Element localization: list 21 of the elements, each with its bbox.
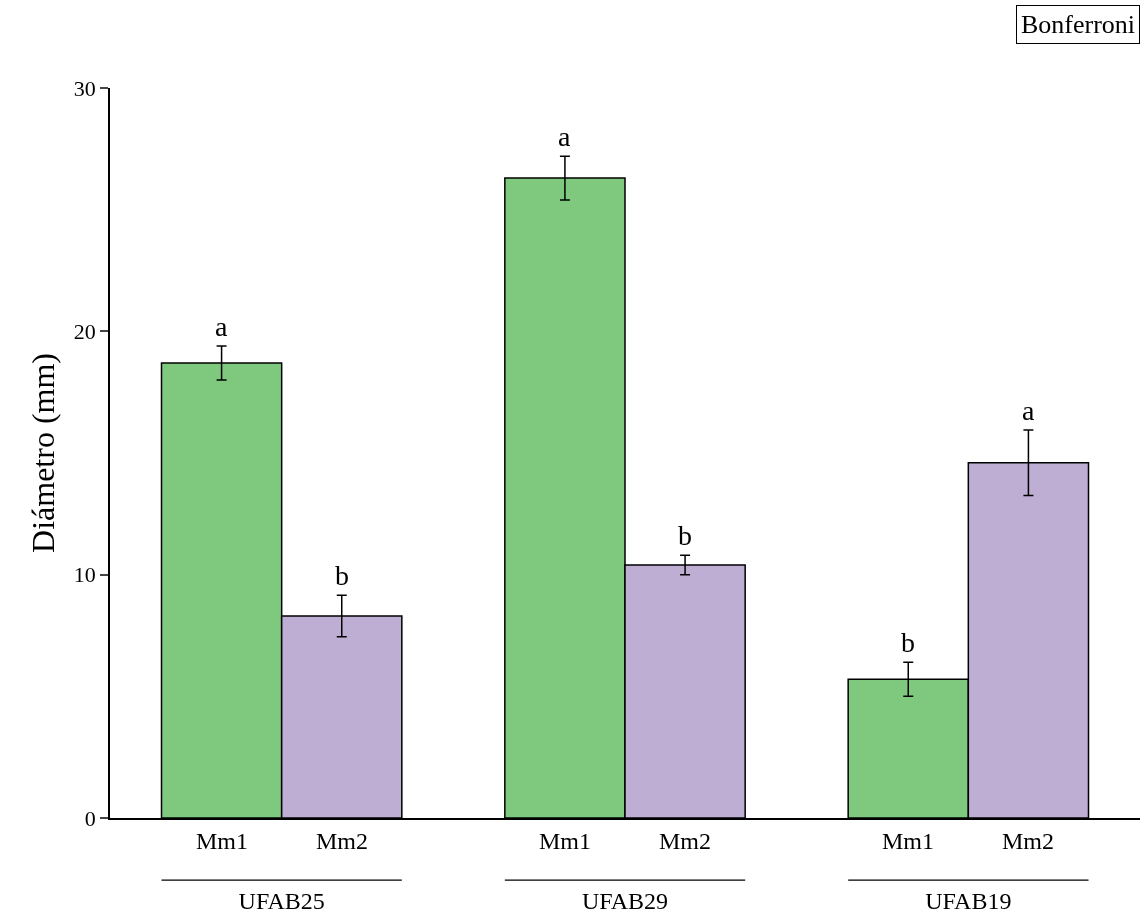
series-label: Mm2 bbox=[316, 828, 369, 854]
data-label: a bbox=[558, 121, 571, 152]
y-axis-title: Diámetro (mm) bbox=[24, 353, 61, 553]
text: Mm2 bbox=[659, 828, 712, 854]
y-tick-label: 10 bbox=[73, 562, 96, 588]
text: Mm1 bbox=[539, 828, 592, 854]
x-tick-label: UFAB19 bbox=[925, 887, 1012, 914]
x-tick-label: UFAB25 bbox=[238, 887, 325, 914]
x-tick-label: UFAB29 bbox=[581, 887, 669, 914]
y-tick-label: 30 bbox=[73, 75, 96, 101]
data-label: b bbox=[901, 627, 915, 658]
text: Mm1 bbox=[882, 828, 935, 854]
y-tick-label: 20 bbox=[73, 319, 96, 345]
data-label: b bbox=[678, 520, 692, 551]
data-label: a bbox=[1022, 395, 1035, 426]
text: Mm2 bbox=[1002, 828, 1055, 854]
series-label: Mm1 bbox=[196, 828, 249, 854]
y-tick-label: 0 bbox=[84, 805, 96, 831]
data-label: b bbox=[335, 560, 349, 591]
text: Bonferroni bbox=[1021, 10, 1136, 39]
data-label: a bbox=[215, 311, 228, 342]
